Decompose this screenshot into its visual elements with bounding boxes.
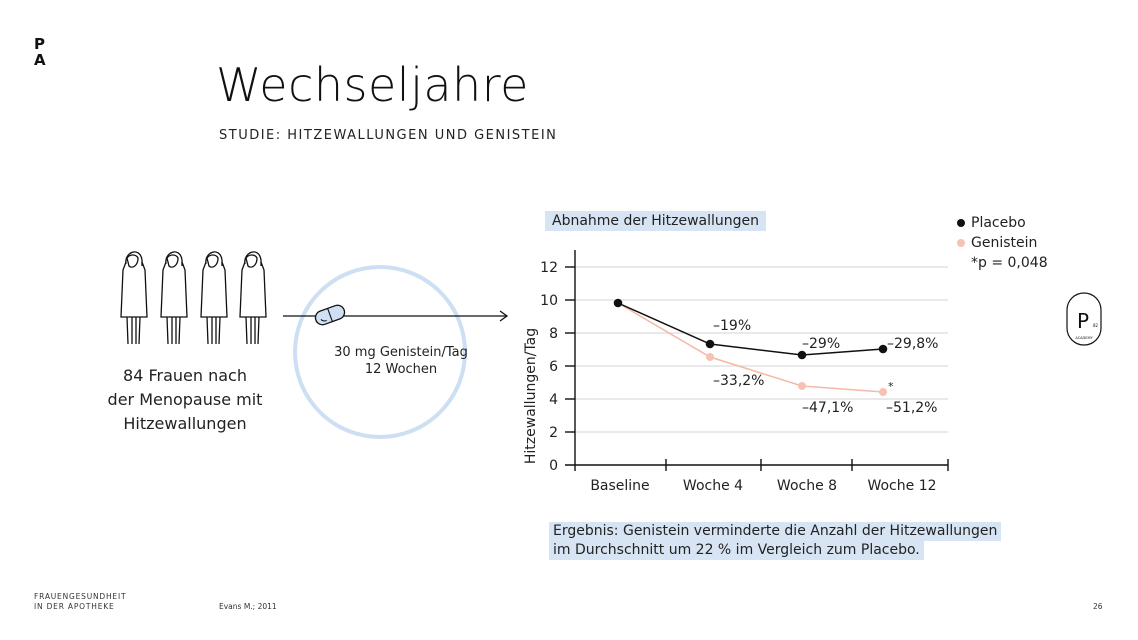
- gridlines: [575, 266, 948, 433]
- x-ticks: [665, 459, 949, 471]
- footer-brand: FRAUENGESUNDHEIT IN DER APOTHEKE: [34, 592, 126, 612]
- source-citation: Evans M.; 2011: [219, 602, 277, 611]
- svg-text:4: 4: [549, 392, 558, 408]
- treatment-circle: [293, 265, 467, 439]
- dose-label: 30 mg Genistein/Tag 12 Wochen: [316, 344, 486, 378]
- footer-line: FRAUENGESUNDHEIT: [34, 592, 127, 601]
- genistein-labels: –33,2% –47,1% –51,2%: [713, 373, 937, 416]
- footer-line: IN DER APOTHEKE: [34, 602, 115, 611]
- women-icons: [120, 251, 267, 345]
- svg-text:–29,8%: –29,8%: [887, 336, 938, 352]
- x-tick-labels: Baseline Woche 4 Woche 8 Woche 12: [590, 478, 936, 494]
- y-ticks: [565, 266, 575, 433]
- svg-text:Baseline: Baseline: [590, 478, 649, 494]
- caption-line: Hitzewallungen: [123, 414, 247, 433]
- legend-placebo: Placebo: [957, 213, 1048, 233]
- dose-amount: 30 mg Genistein/Tag: [334, 345, 468, 360]
- legend-label: Placebo: [971, 215, 1026, 231]
- page-number: 26: [1093, 602, 1103, 611]
- p-value-note: *p = 0,048: [971, 255, 1048, 271]
- genistein-line: [617, 302, 884, 393]
- placebo-line: [617, 302, 884, 356]
- chart-legend: Placebo Genistein *p = 0,048: [957, 213, 1048, 273]
- woman-icon: [160, 251, 188, 345]
- svg-text:Woche 4: Woche 4: [683, 478, 743, 494]
- result-line: im Durchschnitt um 22 % im Vergleich zum…: [549, 541, 924, 560]
- y-axis-label: Hitzewallungen/Tag: [523, 328, 539, 464]
- svg-text:Woche 12: Woche 12: [867, 478, 936, 494]
- svg-text:P: P: [1077, 309, 1089, 333]
- caption-line: 84 Frauen nach: [123, 366, 247, 385]
- y-tick-labels: 0 2 4 6 8 10 12: [540, 260, 558, 474]
- result-summary: Ergebnis: Genistein verminderte die Anza…: [549, 522, 1002, 560]
- svg-text:Woche 8: Woche 8: [777, 478, 837, 494]
- placebo-points: [613, 298, 888, 360]
- woman-icon: [239, 251, 267, 345]
- caption-line: der Menopause mit: [107, 390, 263, 409]
- svg-text:–33,2%: –33,2%: [713, 373, 764, 389]
- svg-text:0: 0: [549, 458, 558, 474]
- svg-text:2: 2: [549, 425, 558, 441]
- svg-text:12: 12: [540, 260, 558, 276]
- genistein-dot-icon: [957, 239, 965, 247]
- svg-text:ACADEMY: ACADEMY: [1075, 336, 1093, 340]
- dose-duration: 12 Wochen: [364, 362, 438, 377]
- legend-genistein: Genistein: [957, 233, 1048, 253]
- svg-text:–51,2%: –51,2%: [886, 400, 937, 416]
- svg-text:8: 8: [549, 326, 558, 342]
- svg-text:6: 6: [549, 359, 558, 375]
- genistein-points: [706, 353, 887, 396]
- publisher-logo: P A: [34, 36, 46, 68]
- academy-badge-logo: P 82 ACADEMY: [1066, 292, 1102, 346]
- placebo-dot-icon: [957, 219, 965, 227]
- result-line: Ergebnis: Genistein verminderte die Anza…: [549, 522, 1002, 541]
- woman-icon: [200, 251, 228, 345]
- logo-letter-p: P: [34, 35, 45, 53]
- woman-icon: [120, 251, 148, 345]
- page-subtitle: STUDIE: HITZEWALLUNGEN UND GENISTEIN: [219, 128, 558, 143]
- svg-text:–19%: –19%: [713, 318, 751, 334]
- legend-label: Genistein: [971, 235, 1038, 251]
- svg-text:10: 10: [540, 293, 558, 309]
- participants-caption: 84 Frauen nach der Menopause mit Hitzewa…: [100, 364, 270, 436]
- page-title: Wechseljahre: [216, 58, 529, 112]
- placebo-labels: –19% –29% –29,8%: [713, 318, 938, 352]
- svg-text:–47,1%: –47,1%: [802, 400, 853, 416]
- logo-letter-a: A: [34, 51, 46, 69]
- svg-text:82: 82: [1093, 323, 1099, 328]
- chart-title: Abnahme der Hitzewallungen: [545, 211, 766, 231]
- svg-text:–29%: –29%: [802, 336, 840, 352]
- capsule-icon: [314, 304, 346, 326]
- significance-star: *: [888, 380, 894, 393]
- arrow-head-icon: [499, 310, 509, 322]
